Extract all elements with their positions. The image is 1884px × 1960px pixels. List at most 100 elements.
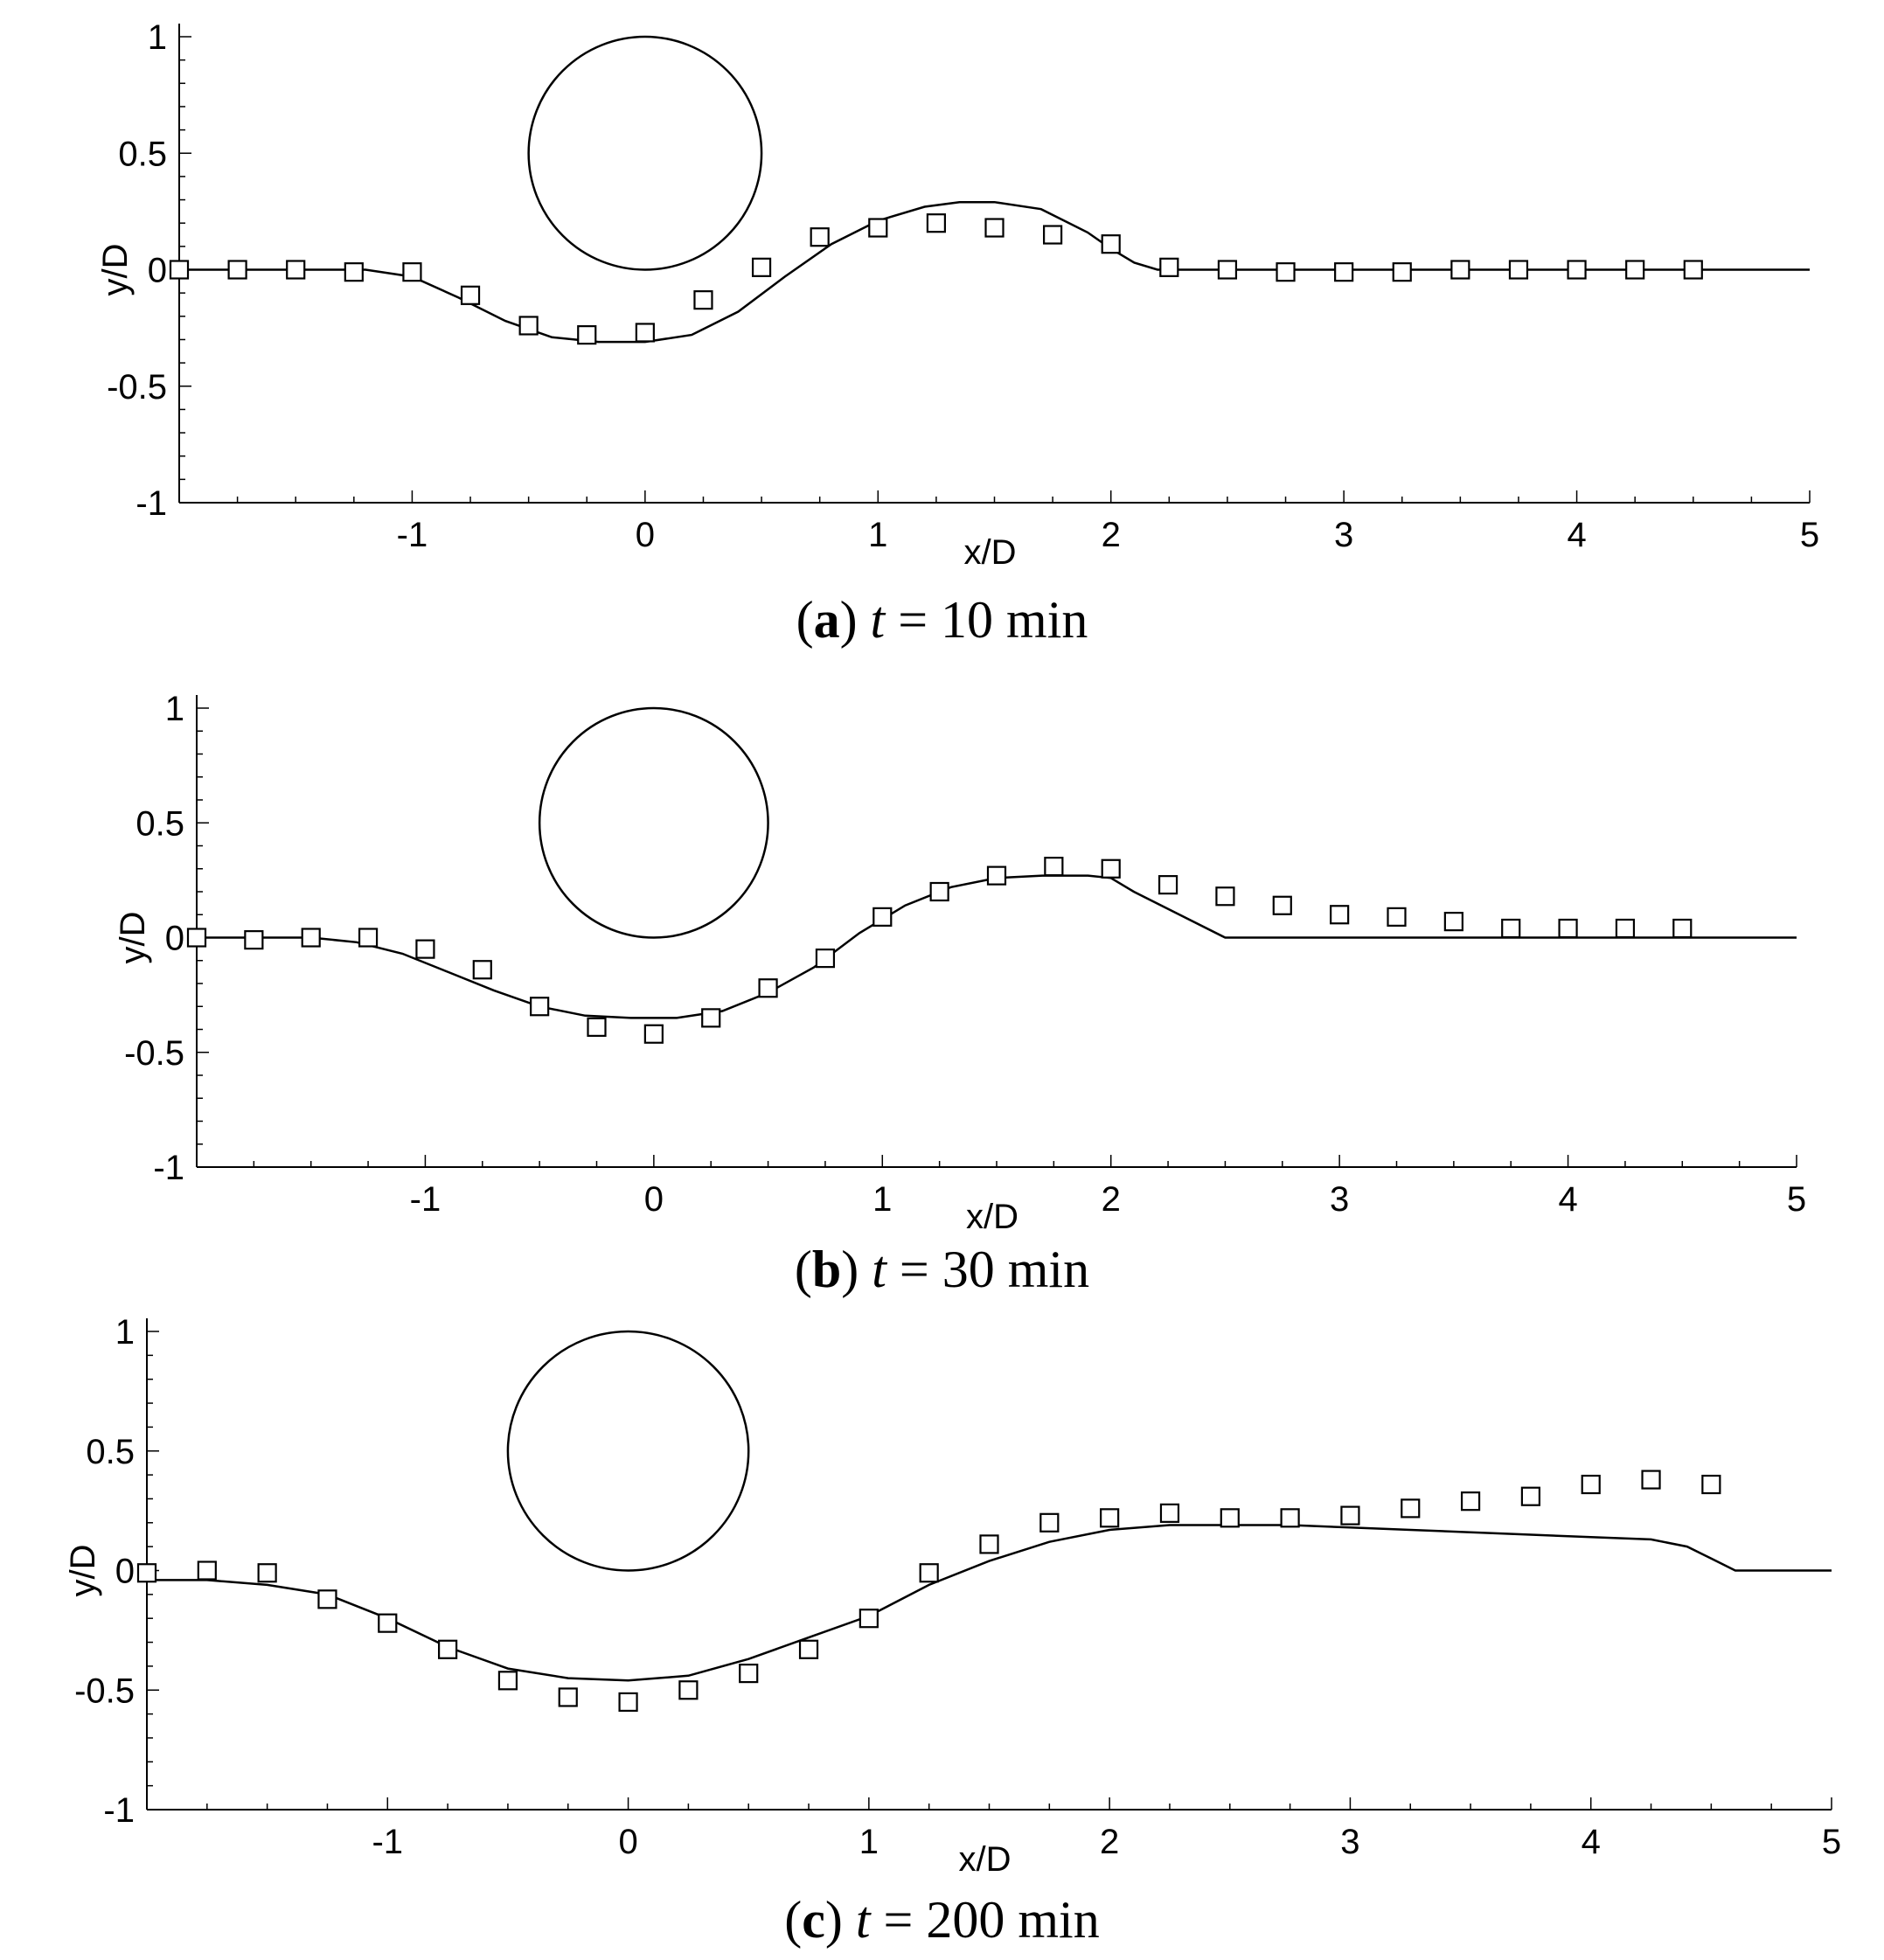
y-tick-label: 0.5 — [118, 135, 167, 173]
x-tick-label: 4 — [1582, 1823, 1601, 1861]
experimental-data-marker — [378, 1613, 398, 1633]
experimental-data-marker — [1443, 912, 1463, 932]
x-tick-label: 4 — [1567, 516, 1586, 554]
x-tick-label: 0 — [618, 1823, 637, 1861]
x-tick-label: 3 — [1334, 516, 1353, 554]
x-tick-label: 1 — [872, 1180, 892, 1219]
y-tick-label: -1 — [153, 1149, 184, 1187]
y-tick-label: 1 — [115, 1313, 135, 1352]
chart-panel-c: -1 0 1 2 3 4 5 1 0.5 0 -0.5 -1 x/D y/D — [64, 1313, 1841, 1879]
experimental-data-marker — [1392, 262, 1412, 282]
experimental-data-marker — [1039, 1512, 1060, 1533]
x-axis-label: x/D — [959, 1840, 1012, 1879]
y-tick-label: -0.5 — [107, 368, 167, 407]
experimental-data-marker — [1387, 907, 1407, 927]
x-tick-label: 1 — [868, 516, 887, 554]
experimental-data-marker — [497, 1671, 518, 1691]
experimental-data-marker — [1401, 1498, 1421, 1519]
cylinder-outline — [506, 1330, 750, 1572]
x-tick-label: 3 — [1330, 1180, 1349, 1219]
experimental-data-marker — [859, 1609, 879, 1629]
experimental-data-marker — [244, 930, 264, 950]
experimental-data-marker — [986, 865, 1007, 886]
experimental-data-marker — [186, 928, 207, 948]
x-tick-label: 1 — [859, 1823, 879, 1861]
y-tick-label: -0.5 — [124, 1034, 184, 1073]
experimental-data-marker — [1567, 260, 1587, 280]
experimental-data-marker — [402, 262, 422, 282]
experimental-data-marker — [530, 997, 550, 1017]
experimental-data-marker — [1159, 257, 1179, 277]
experimental-data-marker — [415, 939, 435, 959]
experimental-data-marker — [1625, 260, 1645, 280]
experimental-data-marker — [460, 285, 481, 305]
experimental-data-marker — [739, 1664, 759, 1684]
experimental-data-marker — [1334, 262, 1354, 282]
x-tick-label: 2 — [1100, 1823, 1119, 1861]
experimental-data-marker — [1450, 260, 1470, 280]
experimental-data-marker — [868, 218, 888, 238]
experimental-data-marker — [1641, 1470, 1661, 1490]
experimental-data-marker — [751, 257, 772, 277]
experimental-data-marker — [438, 1639, 458, 1659]
chart-panel-b: -1 0 1 2 3 4 5 1 0.5 0 -0.5 -1 x/D y/D — [114, 690, 1806, 1236]
experimental-data-marker — [518, 316, 539, 336]
y-tick-label: 0 — [115, 1553, 135, 1591]
caption-c-letter: c — [802, 1891, 825, 1949]
y-tick-label: 0 — [165, 920, 184, 958]
experimental-data-marker — [1672, 918, 1693, 939]
y-tick-label: 1 — [165, 690, 184, 728]
experimental-data-marker — [577, 325, 597, 345]
experimental-data-marker — [1100, 1508, 1120, 1528]
x-tick-label: 2 — [1102, 1180, 1121, 1219]
caption-b-var: t — [872, 1241, 886, 1298]
experimental-data-marker — [1276, 262, 1296, 282]
experimental-data-marker — [344, 262, 364, 282]
caption-a-letter: a — [813, 591, 840, 649]
experimental-data-marker — [136, 1563, 157, 1583]
y-tick-label: 0 — [148, 252, 167, 290]
y-tick-label: -1 — [136, 484, 167, 523]
y-tick-label: -0.5 — [74, 1672, 135, 1710]
experimental-data-marker — [810, 227, 830, 247]
experimental-data-marker — [358, 928, 379, 948]
experimental-data-marker — [1272, 895, 1292, 915]
y-tick-label: 1 — [148, 18, 167, 57]
experimental-data-marker — [1220, 1508, 1240, 1528]
experimental-data-marker — [1215, 886, 1235, 907]
experimental-data-marker — [317, 1589, 337, 1609]
y-tick-label: 0.5 — [136, 804, 184, 843]
x-axis-label: x/D — [966, 1198, 1018, 1236]
experimental-data-marker — [1044, 857, 1064, 877]
experimental-data-marker — [227, 260, 247, 280]
caption-b-letter: b — [811, 1241, 842, 1298]
experimental-data-marker — [618, 1692, 638, 1713]
experimental-data-marker — [758, 978, 778, 998]
experimental-data-marker — [197, 1560, 217, 1581]
experimental-data-marker — [984, 218, 1005, 238]
x-tick-label: 5 — [1822, 1823, 1841, 1861]
experimental-data-marker — [635, 323, 655, 343]
cylinder-outline — [538, 706, 769, 939]
caption-a: (a) t = 10 min — [796, 591, 1088, 649]
x-tick-label: 5 — [1800, 516, 1819, 554]
experimental-data-marker — [1701, 1474, 1721, 1495]
experimental-data-marker — [1558, 918, 1578, 939]
experimental-data-marker — [1158, 875, 1178, 895]
caption-c-text: = 200 min — [870, 1891, 1100, 1949]
experimental-data-marker — [979, 1534, 999, 1554]
experimental-data-marker — [1615, 918, 1636, 939]
experimental-data-marker — [1280, 1508, 1300, 1528]
experimental-data-marker — [301, 928, 321, 948]
x-tick-label: 5 — [1787, 1180, 1806, 1219]
experimental-data-marker — [472, 960, 492, 980]
experimental-data-marker — [1683, 260, 1703, 280]
x-tick-label: 4 — [1558, 1180, 1577, 1219]
experimental-data-marker — [919, 1563, 939, 1583]
experimental-data-marker — [798, 1639, 819, 1659]
experimental-data-marker — [1101, 858, 1121, 879]
experimental-data-marker — [1501, 918, 1521, 939]
x-tick-label: 0 — [644, 1180, 664, 1219]
experimental-data-marker — [1460, 1491, 1481, 1512]
experimental-data-marker — [1330, 905, 1350, 925]
